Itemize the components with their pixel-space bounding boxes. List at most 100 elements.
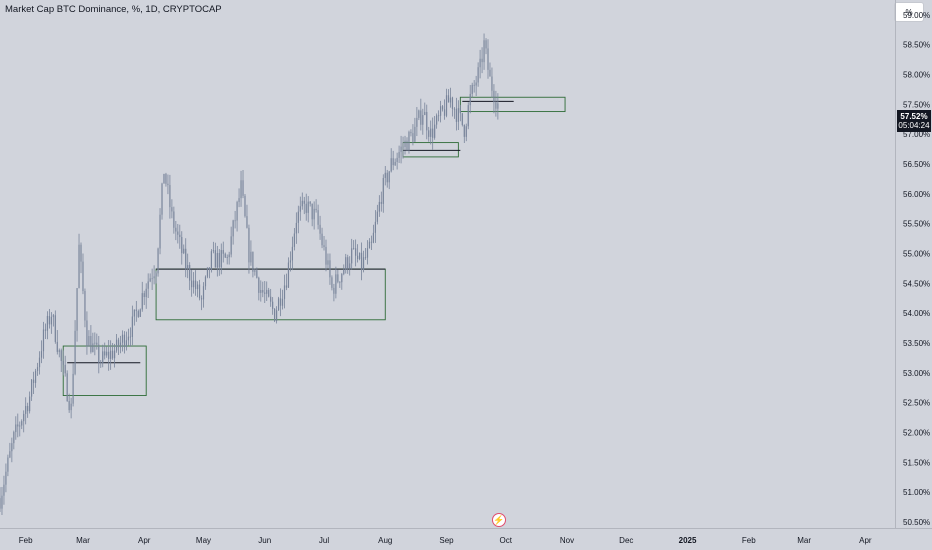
candle-body [430, 128, 432, 137]
candle-body [98, 344, 100, 363]
candle-body [27, 405, 29, 412]
candle-body [181, 237, 183, 254]
candle-body [264, 292, 266, 294]
price-axis: 59.00% 58.50% 58.00% 57.50% 57.00% 56.50% 56.0… [903, 11, 930, 527]
candle-body [459, 108, 461, 114]
candle-body [145, 288, 147, 298]
candle-body [133, 309, 135, 317]
candle-body [410, 131, 412, 134]
demand-zone [402, 142, 459, 158]
candle-body [102, 351, 104, 364]
candle-body [218, 253, 220, 268]
candle-body [299, 206, 301, 212]
candle-body [254, 270, 256, 272]
time-tick-label: May [196, 536, 211, 545]
candle-body [260, 290, 262, 293]
candle-body [396, 157, 398, 162]
price-tick-label: 51.50% [903, 458, 930, 467]
candle-body [242, 180, 244, 196]
candle-body [311, 203, 313, 220]
candle-body [54, 315, 56, 342]
time-tick-label: Feb [19, 536, 33, 545]
candle-body [110, 350, 112, 359]
candle-body [86, 320, 88, 347]
candle-body [159, 214, 161, 249]
candle-body [222, 250, 224, 254]
candle-body [240, 180, 242, 199]
candle-body [319, 224, 321, 234]
candle-body [113, 350, 116, 359]
candle-body [82, 261, 84, 291]
candle-body [297, 211, 299, 223]
candle-body [52, 315, 54, 317]
price-tick-label: 55.50% [903, 220, 930, 229]
time-tick-label: 2025 [679, 536, 697, 545]
candle-body [125, 340, 128, 347]
candle-body [224, 253, 226, 258]
candle-body [202, 286, 205, 300]
tradingview-bolt-icon[interactable]: ⚡ [492, 513, 506, 527]
candle-body [131, 316, 133, 338]
candle-body [321, 233, 323, 246]
candle-body [19, 425, 21, 427]
candle-body [378, 201, 380, 212]
demand-zone [459, 96, 566, 113]
candle-body [50, 316, 52, 325]
candle-body [155, 273, 157, 277]
candle-body [341, 274, 343, 283]
candle-body [108, 351, 110, 359]
candle-body [289, 260, 292, 263]
price-tick-label: 52.50% [903, 399, 930, 408]
candle-body [149, 278, 151, 282]
price-tick-label: 57.50% [903, 100, 930, 109]
candle-body [135, 309, 137, 312]
candle-body [7, 457, 9, 472]
candle-body [376, 211, 378, 222]
time-tick-label: Aug [378, 536, 392, 545]
candle-body [394, 161, 396, 166]
price-tick-label: 53.00% [903, 369, 930, 378]
candle-body [198, 284, 201, 299]
candle-body [38, 357, 41, 368]
candle-body [196, 284, 199, 290]
candle-body [493, 90, 495, 103]
price-tick-label: 53.50% [903, 339, 930, 348]
candle-body [487, 48, 489, 70]
candle-body [388, 171, 390, 183]
candle-body [276, 310, 278, 322]
candle-body [441, 106, 444, 110]
candle-body [432, 128, 434, 138]
candle-body [179, 234, 181, 238]
candle-body [104, 351, 106, 356]
candle-body [64, 364, 66, 374]
candle-body [445, 95, 448, 116]
candle-body [42, 329, 45, 352]
candle-body [485, 40, 487, 49]
candle-body [461, 113, 463, 126]
candle-body [206, 267, 209, 277]
candle-body [119, 342, 122, 348]
candle-body [230, 236, 232, 255]
candle-body [167, 183, 169, 186]
time-tick-label: Apr [859, 536, 872, 545]
scale-percent-button[interactable]: % [894, 2, 924, 22]
last-price-tag: 57.52% 05:04:24 [897, 110, 931, 132]
candle-body [13, 432, 15, 444]
candles [0, 33, 499, 515]
candle-body [414, 126, 416, 142]
chart-title: Market Cap BTC Dominance, %, 1D, CRYPTOC… [5, 4, 222, 15]
candle-body [406, 140, 408, 151]
candle-body [327, 260, 329, 265]
candle-body [238, 198, 240, 203]
candle-body [194, 280, 197, 290]
time-tick-label: Nov [560, 536, 574, 545]
candle-body [250, 251, 252, 263]
candle-body [3, 484, 5, 496]
candle-body [463, 125, 465, 137]
candle-body [80, 244, 82, 262]
candle-body [212, 250, 214, 252]
candle-body [32, 379, 35, 383]
candle-body [358, 252, 361, 260]
time-axis: Feb Mar Apr May Jun Jul Aug Sep Oct Nov Dec 2025 Feb… [19, 536, 872, 545]
